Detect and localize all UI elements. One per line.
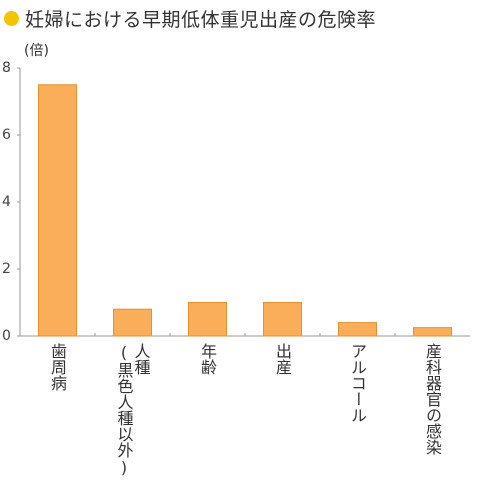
bar	[263, 302, 302, 337]
bar	[38, 84, 77, 337]
bar	[413, 327, 452, 337]
y-tick-label: 2	[2, 261, 11, 277]
x-category-label: 出産	[273, 343, 292, 375]
y-tick-label: 4	[2, 194, 11, 210]
x-category-label: 産科器官の感染	[423, 343, 442, 455]
y-tick-label: 8	[2, 60, 11, 76]
chart-title-text: 妊婦における早期低体重児出産の危険率	[25, 8, 377, 31]
y-tick-label: 6	[2, 127, 11, 143]
chart-title: 妊婦における早期低体重児出産の危険率	[4, 4, 376, 32]
y-axis-unit-label: (倍)	[24, 43, 49, 59]
x-category-label: (黒色人種以外)	[114, 343, 134, 477]
x-category-label: 歯周病	[48, 343, 67, 391]
x-category-label: アルコール	[348, 343, 367, 423]
y-tick-label: 0	[2, 328, 11, 344]
x-category-label: 人種	[131, 343, 151, 375]
x-category-label: 年齢	[198, 343, 217, 375]
bar	[338, 322, 377, 337]
title-bullet-icon	[4, 10, 19, 26]
bar	[188, 302, 227, 337]
bar	[113, 308, 152, 337]
